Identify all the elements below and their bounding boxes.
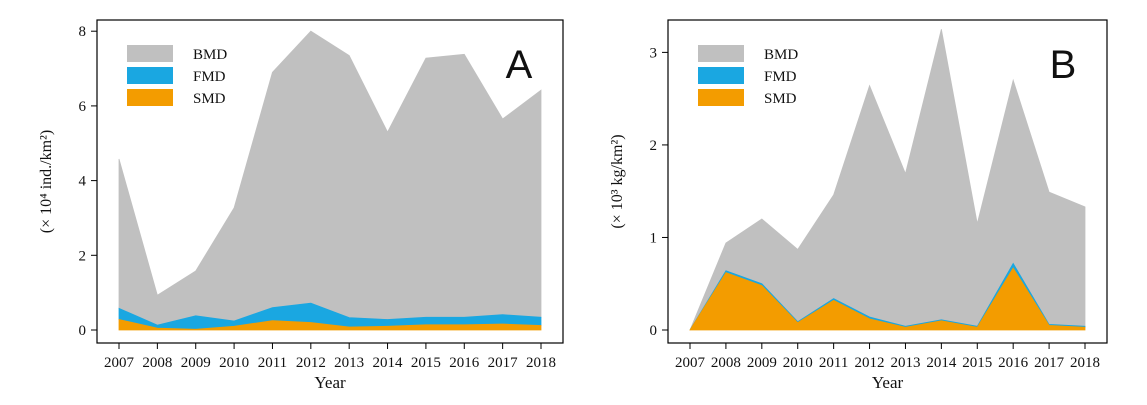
chart-1-ytick-label-0: 0	[650, 323, 658, 339]
chart-0-xlabel: Year	[314, 373, 346, 392]
chart-1-legend-swatch-fmd	[698, 67, 744, 84]
chart-1-ytick-label-1: 1	[650, 230, 658, 246]
chart-1-xtick-label-7: 2014	[926, 355, 957, 371]
chart-1-xtick-label-1: 2008	[711, 355, 741, 371]
chart-0-xtick-label-9: 2016	[449, 355, 480, 371]
chart-0-legend-swatch-bmd	[127, 45, 173, 62]
chart-0-ytick-label-1: 2	[79, 248, 87, 264]
chart-0-panel-label: A	[506, 43, 533, 87]
chart-1-legend-label-fmd: FMD	[764, 69, 797, 85]
chart-1-legend-label-smd: SMD	[764, 91, 797, 107]
chart-0-ytick-label-3: 6	[79, 99, 87, 115]
chart-1-frame	[667, 19, 1108, 344]
chart-1-xtick-label-4: 2011	[819, 355, 848, 371]
chart-1-xlabel: Year	[872, 373, 904, 392]
chart-1-xtick-label-9: 2016	[998, 355, 1029, 371]
chart-0-xtick-label-10: 2017	[488, 355, 519, 371]
chart-0-xtick-label-1: 2008	[142, 355, 172, 371]
chart-0-xtick-label-11: 2018	[526, 355, 556, 371]
chart-0-ytick-label-4: 8	[79, 24, 87, 40]
chart-1-xtick-label-6: 2013	[890, 355, 920, 371]
panel-a-chart: 0 2 4 6 8 2007 2008 2009 2010 2011 2012 2013 2014 201…	[38, 19, 564, 392]
chart-1-area-smd	[689, 267, 1086, 331]
chart-1-legend-label-bmd: BMD	[764, 47, 798, 63]
chart-0-legend-label-smd: SMD	[193, 91, 226, 107]
chart-1-xtick-label-10: 2017	[1034, 355, 1065, 371]
chart-1-ytick-label-3: 3	[650, 45, 658, 61]
chart-0-xtick-label-6: 2013	[334, 355, 364, 371]
chart-0-legend-swatch-fmd	[127, 67, 173, 84]
chart-1-legend-swatch-bmd	[698, 45, 744, 62]
chart-1-xtick-label-5: 2012	[855, 355, 885, 371]
chart-1-panel-label: B	[1050, 43, 1077, 87]
chart-0-ylabel: (× 10⁴ ind./km²)	[38, 130, 55, 233]
chart-0-xtick-label-2: 2009	[181, 355, 211, 371]
chart-0-xtick-label-4: 2011	[258, 355, 287, 371]
chart-0-xtick-label-0: 2007	[104, 355, 135, 371]
chart-0-frame	[96, 19, 564, 344]
chart-0-legend-label-bmd: BMD	[193, 47, 227, 63]
chart-1-xtick-label-2: 2009	[747, 355, 777, 371]
chart-1-xtick-label-0: 2007	[675, 355, 706, 371]
chart-1-xtick-label-11: 2018	[1070, 355, 1100, 371]
chart-0-ytick-label-0: 0	[79, 323, 87, 339]
chart-1-ylabel: (× 10³ kg/km²)	[609, 134, 626, 228]
chart-1-ytick-label-2: 2	[650, 138, 658, 154]
chart-0-ytick-label-2: 4	[79, 174, 87, 190]
chart-0-legend-swatch-smd	[127, 89, 173, 106]
chart-0-area-smd	[118, 319, 542, 331]
chart-1-xtick-label-3: 2010	[783, 355, 813, 371]
chart-1-xtick-label-8: 2015	[962, 355, 992, 371]
chart-0-xtick-label-7: 2014	[373, 355, 404, 371]
chart-0-xtick-label-3: 2010	[219, 355, 249, 371]
chart-0-xtick-label-5: 2012	[296, 355, 326, 371]
chart-0-xtick-label-8: 2015	[411, 355, 441, 371]
panel-b-chart: 0 1 2 3 2007 2008 2009 2010 2011 2012 2013 2014 2015…	[609, 19, 1108, 392]
chart-1-legend-swatch-smd	[698, 89, 744, 106]
chart-0-legend-label-fmd: FMD	[193, 69, 226, 85]
